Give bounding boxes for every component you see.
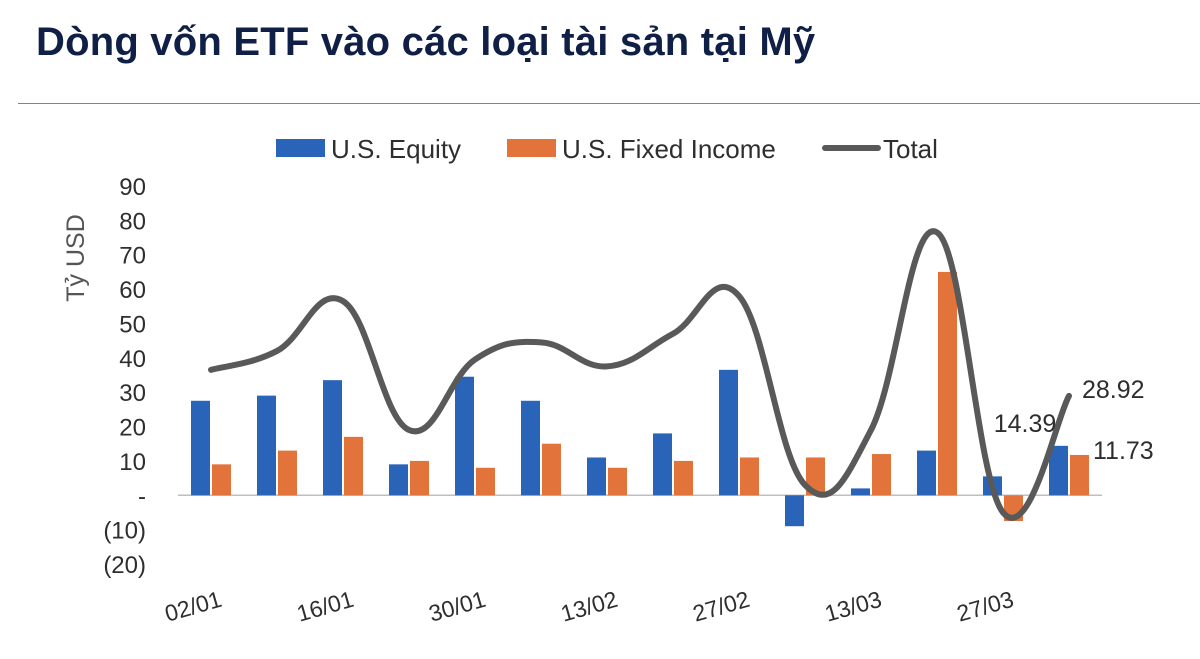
equity-bar	[917, 450, 936, 496]
data-label: 11.73	[1093, 437, 1154, 465]
data-label: 14.39	[994, 410, 1057, 438]
y-tick-label: (10)	[103, 518, 146, 545]
fixed-income-bar	[674, 460, 693, 496]
equity-bar	[785, 495, 804, 527]
equity-bar	[389, 464, 408, 496]
equity-bar	[323, 380, 342, 496]
y-tick-label: 20	[119, 415, 146, 442]
x-tick-label: 13/02	[558, 586, 620, 627]
x-tick-label: 02/01	[162, 586, 224, 627]
data-label: 28.92	[1082, 376, 1145, 404]
fixed-income-bar	[542, 443, 561, 496]
y-tick-label: 50	[119, 311, 146, 338]
x-tick-label: 16/01	[294, 586, 356, 627]
x-tick-label: 30/01	[426, 586, 488, 627]
legend-label-fixed-income: U.S. Fixed Income	[562, 134, 776, 164]
legend-label-equity: U.S. Equity	[331, 134, 461, 164]
fixed-income-bar	[410, 460, 429, 496]
legend-swatch-fixed-income	[507, 139, 556, 157]
fixed-income-bar	[344, 436, 363, 496]
chart-legend: U.S. Equity U.S. Fixed Income Total	[276, 134, 938, 164]
equity-bar	[521, 400, 540, 496]
fixed-income-bar	[476, 467, 495, 496]
equity-bar	[653, 433, 672, 496]
fixed-income-bar	[278, 450, 297, 496]
fixed-income-bar	[740, 457, 759, 496]
total-series-line	[208, 228, 1072, 521]
equity-bar	[851, 488, 870, 496]
equity-bar	[257, 395, 276, 496]
fixed-income-bar	[1070, 454, 1089, 496]
fixed-income-bar	[938, 271, 957, 496]
x-tick-label: 13/03	[822, 586, 884, 627]
page-title: Dòng vốn ETF vào các loại tài sản tại Mỹ	[36, 20, 816, 64]
y-tick-label: 40	[119, 346, 146, 373]
legend-label-total: Total	[883, 134, 938, 164]
fixed-income-bar	[872, 454, 891, 496]
title-divider	[18, 103, 1200, 104]
y-tick-label: 30	[119, 380, 146, 407]
y-axis-ticks: 90 80 70 60 50 40 30 20 10 - (10) (20)	[103, 174, 146, 579]
fixed-income-bar	[212, 464, 231, 496]
equity-bar	[1049, 445, 1068, 496]
y-axis-title: Tỷ USD	[62, 214, 90, 302]
x-axis-ticks: 02/01 16/01 30/01 13/02 27/02 13/03 27/03	[162, 586, 1016, 627]
y-tick-label: 60	[119, 277, 146, 304]
y-tick-label: -	[138, 483, 146, 510]
y-tick-label: 70	[119, 243, 146, 270]
equity-bar	[719, 369, 738, 496]
y-tick-label: (20)	[103, 552, 146, 579]
y-tick-label: 90	[119, 174, 146, 201]
y-tick-label: 10	[119, 449, 146, 476]
data-labels: 14.39 11.73 28.92	[994, 376, 1154, 465]
x-tick-label: 27/02	[690, 586, 752, 627]
x-tick-label: 27/03	[954, 586, 1016, 627]
y-tick-label: 80	[119, 208, 146, 235]
equity-bar	[455, 376, 474, 496]
bar-series	[191, 271, 1089, 527]
fixed-income-bar	[806, 457, 825, 496]
equity-bar	[587, 457, 606, 496]
legend-swatch-equity	[276, 139, 325, 157]
fixed-income-bar	[608, 467, 627, 496]
equity-bar	[191, 400, 210, 496]
